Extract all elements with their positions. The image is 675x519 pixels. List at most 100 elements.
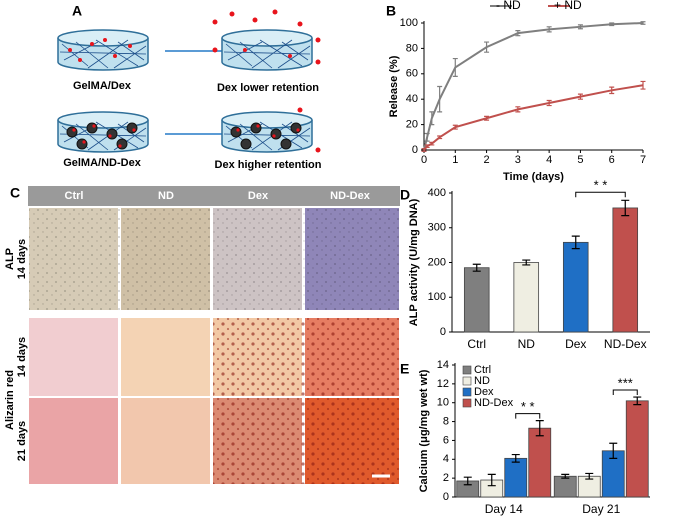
row-label: Alizarin red bbox=[4, 370, 16, 430]
y-tick-label: 400 bbox=[428, 187, 446, 199]
legend-label: ND-Dex bbox=[474, 397, 514, 409]
panel-label: D bbox=[400, 187, 410, 203]
y-tick-label: 8 bbox=[443, 415, 449, 427]
error-bar bbox=[522, 259, 531, 266]
panel-label: B bbox=[386, 3, 396, 19]
label: Dex lower retention bbox=[217, 82, 319, 94]
x-tick-label: 5 bbox=[577, 154, 583, 166]
y-tick-label: 20 bbox=[406, 119, 418, 131]
drug-dots bbox=[72, 124, 136, 148]
error-bar bbox=[452, 57, 458, 77]
header-bar bbox=[28, 186, 400, 206]
legend-label: - ND bbox=[496, 0, 521, 12]
drug-dots bbox=[212, 9, 321, 65]
bar bbox=[553, 475, 577, 498]
legend-swatch bbox=[462, 365, 472, 375]
panel-label: A bbox=[72, 3, 82, 19]
legend-swatch bbox=[462, 376, 472, 386]
label: GelMA/Dex bbox=[73, 80, 132, 92]
drug-dots bbox=[68, 38, 132, 62]
error-bar bbox=[546, 26, 552, 33]
y-tick-label: 300 bbox=[428, 222, 446, 234]
error-bar bbox=[484, 115, 490, 121]
error-bar bbox=[421, 148, 427, 152]
x-tick-label: Day 21 bbox=[582, 502, 620, 516]
legend-swatch bbox=[462, 398, 472, 408]
legend-label: Dex bbox=[474, 386, 494, 398]
x-tick-label: 1 bbox=[452, 154, 458, 166]
column-label: Ctrl bbox=[65, 190, 84, 202]
x-tick-label: ND bbox=[518, 337, 536, 351]
error-bar bbox=[609, 442, 618, 459]
error-bar bbox=[429, 141, 435, 146]
error-bar bbox=[561, 473, 570, 479]
x-tick-label: 0 bbox=[421, 154, 427, 166]
error-bar bbox=[609, 22, 615, 27]
row-label: 14 days bbox=[16, 337, 28, 377]
panel-c: C Ctrl ND Dex ND-Dex ALP 14 days Alizari… bbox=[4, 185, 400, 484]
column-label: Dex bbox=[248, 190, 269, 202]
error-bar bbox=[640, 80, 646, 90]
bar bbox=[504, 457, 528, 498]
row-label: 14 days bbox=[16, 239, 28, 279]
y-tick-label: 6 bbox=[443, 434, 449, 446]
column-label: ND-Dex bbox=[330, 190, 371, 202]
y-tick-label: 40 bbox=[406, 93, 418, 105]
bar bbox=[562, 241, 589, 333]
error-bar bbox=[424, 132, 430, 142]
y-tick-label: 14 bbox=[437, 359, 449, 371]
y-axis-label: Calcium (μg/mg wet wt) bbox=[418, 369, 430, 492]
bar bbox=[612, 207, 639, 333]
y-tick-label: 0 bbox=[412, 144, 418, 156]
error-bar bbox=[511, 453, 520, 463]
error-bar bbox=[585, 472, 594, 480]
y-tick-label: 60 bbox=[406, 68, 418, 80]
micrographs bbox=[29, 208, 399, 484]
bar bbox=[625, 400, 649, 498]
y-tick-label: 100 bbox=[428, 291, 446, 303]
x-tick-label: 7 bbox=[640, 154, 646, 166]
error-bar bbox=[577, 24, 583, 30]
error-bar bbox=[429, 111, 435, 126]
error-bar bbox=[437, 85, 443, 113]
y-tick-label: 100 bbox=[400, 17, 418, 29]
x-tick-label: Dex bbox=[565, 337, 586, 351]
error-bar bbox=[640, 21, 646, 25]
annotation: * * bbox=[594, 178, 608, 193]
row-label: ALP bbox=[4, 248, 16, 270]
error-bar bbox=[577, 93, 583, 100]
y-tick-label: 4 bbox=[443, 453, 449, 465]
y-axis-label: Release (%) bbox=[388, 55, 400, 117]
significance-bracket bbox=[515, 413, 541, 419]
line-series bbox=[423, 84, 644, 151]
error-bar bbox=[535, 420, 544, 437]
label: GelMA/ND-Dex bbox=[63, 157, 142, 169]
x-tick-label: 6 bbox=[609, 154, 615, 166]
significance-bracket bbox=[612, 389, 638, 396]
x-tick-label: ND-Dex bbox=[604, 337, 647, 351]
y-axis-label: ALP activity (U/mg DNA) bbox=[408, 198, 420, 326]
y-tick-label: 0 bbox=[443, 491, 449, 503]
error-bar bbox=[424, 144, 430, 149]
hydrogel bbox=[221, 29, 313, 71]
x-axis-label: Time (days) bbox=[503, 171, 564, 183]
x-tick-label: 4 bbox=[546, 154, 552, 166]
bar bbox=[528, 427, 552, 498]
y-tick-label: 10 bbox=[437, 397, 449, 409]
error-bar bbox=[571, 235, 580, 250]
row-label: 21 days bbox=[16, 421, 28, 461]
error-bar bbox=[621, 199, 630, 217]
y-tick-label: 0 bbox=[440, 326, 446, 338]
x-tick-label: Day 14 bbox=[485, 502, 523, 516]
significance-bracket bbox=[575, 191, 626, 198]
panel-label: E bbox=[400, 361, 409, 377]
error-bar bbox=[484, 41, 490, 53]
error-bar bbox=[472, 263, 481, 272]
error-bar bbox=[609, 86, 615, 95]
y-tick-label: 12 bbox=[437, 378, 449, 390]
bar bbox=[463, 267, 490, 333]
error-bar bbox=[452, 124, 458, 130]
y-tick-label: 2 bbox=[443, 472, 449, 484]
error-bar bbox=[487, 473, 496, 487]
